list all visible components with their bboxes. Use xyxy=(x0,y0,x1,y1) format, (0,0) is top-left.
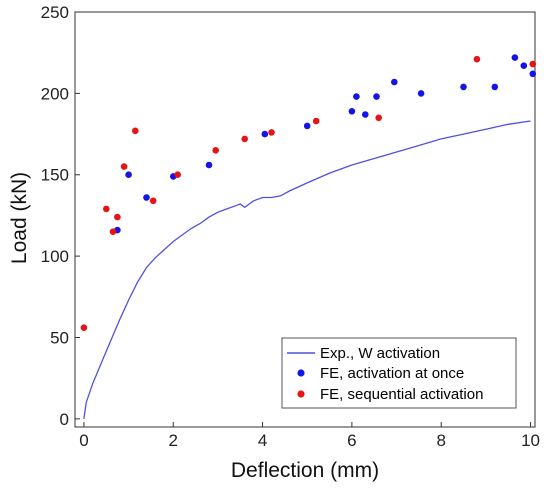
x-tick-label: 2 xyxy=(169,431,178,450)
data-point-fe-sequential xyxy=(114,213,121,221)
x-axis-label: Deflection (mm) xyxy=(231,459,379,482)
legend-label-fe-sequential: FE, sequential activation xyxy=(320,386,483,403)
data-point-fe-sequential xyxy=(212,147,219,154)
data-point-fe-sequential xyxy=(149,197,157,205)
data-point-fe-sequential xyxy=(174,171,181,178)
legend-swatch-fe-once xyxy=(297,369,305,377)
data-point-fe-sequential xyxy=(120,163,128,170)
data-point-fe-sequential xyxy=(529,60,537,68)
data-point-fe-once xyxy=(391,78,398,86)
data-point-fe-sequential xyxy=(312,117,320,125)
data-point-fe-sequential xyxy=(473,55,481,63)
x-tick-label: 10 xyxy=(521,431,540,450)
y-tick-label: 200 xyxy=(41,84,69,103)
y-tick-label: 150 xyxy=(41,166,69,185)
axes-frame xyxy=(74,11,536,428)
data-point-fe-once xyxy=(373,93,380,100)
data-point-fe-once xyxy=(348,108,356,115)
y-axis-ticks: 0 50 100 150 200 250 xyxy=(41,3,80,429)
data-point-fe-once xyxy=(205,161,213,169)
data-point-fe-sequential xyxy=(241,135,248,143)
legend-label-exp: Exp., W activation xyxy=(320,345,440,362)
y-axis-label: Load (kN) xyxy=(8,172,31,264)
x-tick-label: 0 xyxy=(79,431,88,450)
data-point-fe-once xyxy=(143,194,150,201)
series-layer xyxy=(80,54,537,419)
data-point-fe-once xyxy=(417,90,425,97)
legend-box xyxy=(281,337,517,409)
data-point-fe-once xyxy=(353,93,360,100)
y-tick-label: 100 xyxy=(41,247,69,266)
data-point-fe-sequential xyxy=(132,127,139,135)
data-point-fe-once xyxy=(261,130,269,138)
x-axis-ticks: 0 2 4 6 8 10 xyxy=(79,422,540,450)
data-point-fe-sequential xyxy=(268,129,275,136)
data-point-fe-once xyxy=(520,62,528,69)
series-line-exp-w-activation xyxy=(83,120,531,419)
y-tick-label: 50 xyxy=(50,328,69,347)
data-point-fe-sequential xyxy=(109,228,117,235)
data-point-fe-once xyxy=(529,70,537,78)
data-point-fe-sequential xyxy=(375,114,383,122)
data-point-fe-once xyxy=(362,111,369,118)
x-tick-label: 8 xyxy=(436,431,445,450)
legend-label-fe-once: FE, activation at once xyxy=(320,365,464,382)
data-point-fe-sequential xyxy=(103,205,110,213)
legend-swatch-fe-sequential xyxy=(297,390,305,398)
data-point-fe-once xyxy=(460,83,467,91)
y-tick-label: 0 xyxy=(60,410,69,429)
y-tick-label: 250 xyxy=(41,3,69,22)
x-tick-label: 4 xyxy=(258,431,267,450)
data-point-fe-once xyxy=(491,83,499,91)
plot-area xyxy=(74,11,536,428)
data-point-fe-once xyxy=(125,171,132,178)
x-tick-label: 6 xyxy=(347,431,356,450)
data-point-fe-once xyxy=(303,122,311,130)
legend: Exp., W activation FE, activation at onc… xyxy=(281,337,517,409)
data-point-fe-sequential xyxy=(80,324,88,332)
data-point-fe-once xyxy=(511,54,519,61)
